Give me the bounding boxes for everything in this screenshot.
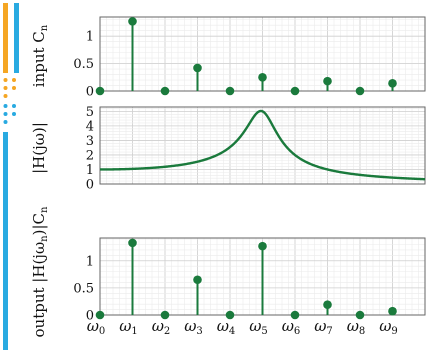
- stem-marker: [388, 306, 397, 316]
- orange-dot: [3, 86, 8, 90]
- y-tick-label: 1: [86, 254, 94, 269]
- orange-dot: [12, 86, 16, 90]
- x-tick-label: ω6: [282, 317, 301, 337]
- y-tick-label: 0: [86, 178, 94, 193]
- stem-marker: [193, 63, 202, 73]
- stem-marker: [323, 300, 332, 309]
- blue-bar-top: [14, 3, 19, 73]
- y-tick-label: 5: [86, 105, 94, 120]
- orange-dot: [3, 94, 8, 98]
- blue-dot: [12, 104, 16, 108]
- stem-marker: [355, 310, 365, 320]
- x-tick-label: ω3: [184, 317, 203, 337]
- stem-marker: [388, 79, 397, 88]
- stem-marker: [258, 241, 267, 251]
- panel-output-coefficients: 0 0.5 1 ω0 ω1 ω2 ω3 ω4 ω5 ω6 ω7 ω8 ω9: [73, 237, 426, 337]
- panel-input-coefficients: 00.51: [73, 16, 426, 100]
- panel2-ylabel: |H(jω)|: [30, 122, 48, 174]
- y-tick-label: 3: [86, 134, 94, 149]
- x-tick-label: ω8: [347, 317, 366, 337]
- x-tick-label: ω5: [249, 317, 268, 337]
- blue-dot: [3, 104, 8, 108]
- y-tick-label: 2: [86, 148, 94, 163]
- x-tick-label: ω4: [217, 317, 236, 337]
- blue-dot: [3, 120, 8, 124]
- y-tick-label: 0: [86, 309, 94, 324]
- orange-dot: [12, 78, 16, 82]
- y-tick-label: 4: [86, 119, 94, 134]
- stem-marker: [193, 275, 202, 285]
- panel3-ylabel: output |H(jωn)|Cn: [30, 206, 50, 338]
- stem-marker: [290, 310, 300, 320]
- stem-marker: [95, 310, 105, 320]
- blue-dot: [3, 112, 8, 116]
- side-bars: [3, 3, 19, 350]
- stem-marker: [355, 86, 365, 96]
- y-tick-label: 1: [86, 30, 94, 45]
- x-tick-label: ω2: [152, 317, 171, 337]
- stem-marker: [225, 86, 235, 96]
- y-tick-label: 0.5: [73, 57, 94, 72]
- stem-marker: [290, 86, 300, 96]
- stem-marker: [128, 238, 137, 248]
- y-tick-label: 1: [86, 163, 94, 178]
- stem-marker: [160, 86, 170, 96]
- stem-marker: [258, 72, 267, 82]
- x-tick-label: ω1: [119, 317, 138, 337]
- plot-frame: [99, 106, 426, 185]
- y-tick-label: 0.5: [73, 281, 94, 296]
- x-tick-label: ω9: [379, 317, 398, 337]
- stem-marker: [225, 310, 235, 320]
- orange-bar: [3, 3, 8, 73]
- magnitude-curve: [100, 109, 426, 181]
- x-tick-label: ω7: [314, 317, 333, 337]
- stem-marker: [160, 310, 170, 320]
- orange-dot: [3, 78, 8, 82]
- stem-marker: [95, 86, 105, 96]
- stem-marker: [323, 76, 332, 86]
- panel1-ylabel: input Cn: [30, 24, 50, 87]
- blue-dot: [12, 112, 16, 116]
- blue-bar-bottom: [3, 132, 8, 350]
- stem-marker: [128, 17, 137, 26]
- x-tick-label: ω0: [87, 317, 106, 337]
- y-tick-label: 0: [86, 85, 94, 100]
